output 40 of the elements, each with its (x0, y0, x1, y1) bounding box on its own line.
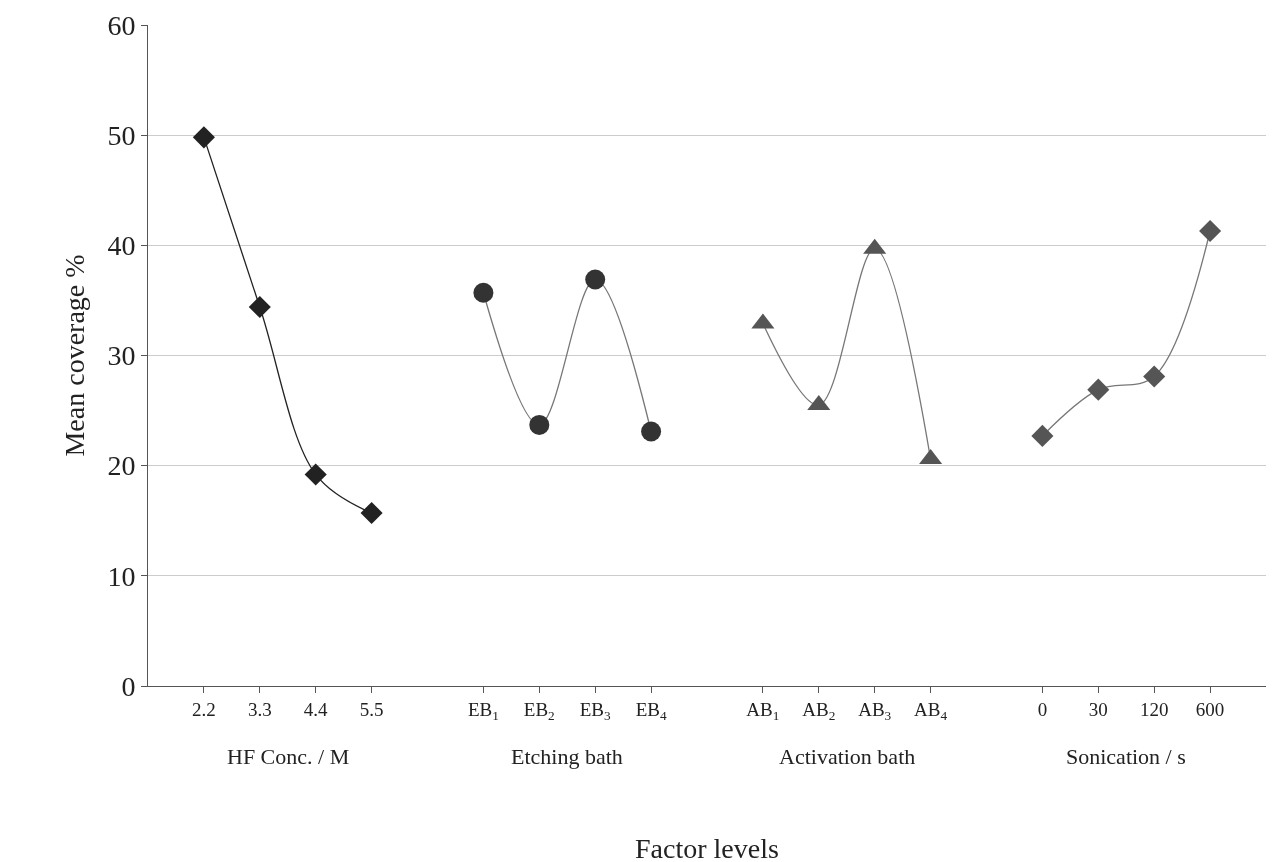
x-tick-label: EB$_{4}$ (635, 698, 667, 723)
point (641, 421, 662, 442)
y-tick-label: 20 (107, 450, 136, 482)
point (1087, 378, 1110, 401)
point (1143, 365, 1166, 388)
point (192, 126, 215, 149)
x-tick-label: 4.4 (303, 698, 329, 720)
point (585, 269, 606, 290)
text: Activation bath (779, 744, 916, 769)
x-tick-label: EB$_{2}$ (523, 698, 555, 723)
y-tick-label: 60 (107, 9, 136, 41)
x-tick-label: 2.2 (192, 698, 216, 720)
x-tick-label: AB$_{1}$ (746, 698, 780, 723)
x-tick-label: AB$_{2}$ (802, 698, 836, 723)
x-axis-title: Factor levels (635, 833, 779, 862)
x-tick-label: AB$_{3}$ (858, 698, 892, 723)
y-tick-label: 40 (107, 230, 136, 262)
y-axis-title: Mean coverage % (59, 254, 91, 457)
point (360, 501, 383, 525)
text: Etching bath (511, 744, 623, 769)
point (304, 463, 327, 486)
x-tick-label: 30 (1088, 698, 1108, 720)
x-tick-label: EB$_{1}$ (467, 698, 499, 723)
text: HF Conc. / M (227, 744, 350, 769)
point (1199, 219, 1222, 243)
x-tick-label: 3.3 (247, 698, 272, 720)
point (248, 295, 271, 319)
x-tick-label: AB$_{4}$ (914, 698, 948, 723)
point (1031, 424, 1054, 447)
point (529, 414, 550, 435)
y-tick-label: 30 (107, 340, 136, 372)
x-tick-label: 120 (1139, 698, 1169, 720)
x-tick-label: 5.5 (359, 698, 384, 720)
point (473, 282, 494, 303)
x-tick-label: EB$_{3}$ (579, 698, 612, 723)
text: Sonication / s (1066, 744, 1186, 769)
y-tick-label: 10 (107, 560, 136, 592)
x-tick-label: 0 (1037, 698, 1048, 720)
y-tick-label: 50 (107, 119, 136, 151)
x-tick-label: 600 (1195, 698, 1225, 720)
